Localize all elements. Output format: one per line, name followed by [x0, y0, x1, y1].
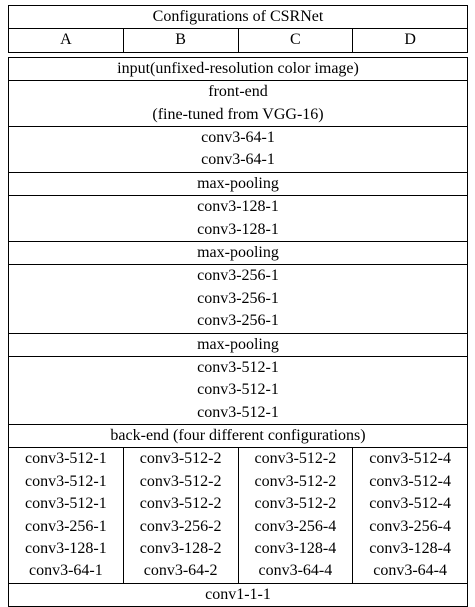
backend-columns-row: conv3-512-1 conv3-512-1 conv3-512-1 conv3-2… — [8, 447, 468, 584]
table-title: Configurations of CSRNet — [8, 4, 468, 30]
frontend-title-line: front-end — [208, 83, 268, 101]
layer-label: conv3-64-1 — [28, 562, 103, 580]
table-body: Configurations of CSRNet A B C D input(u… — [8, 4, 468, 607]
conv-block-cell: conv3-512-1 conv3-512-1 conv3-512-1 — [8, 355, 468, 426]
layer-label: conv3-512-1 — [24, 450, 107, 468]
layer-label: max-pooling — [197, 174, 279, 192]
layer-label: conv3-256-4 — [254, 517, 337, 535]
conv-block-cell: conv3-64-1 conv3-64-1 — [8, 126, 468, 173]
layer-label: conv3-64-1 — [201, 129, 275, 146]
layer-label: conv3-512-1 — [24, 472, 107, 490]
frontend-block-row: max-pooling — [8, 240, 468, 266]
layer-label: conv3-128-1 — [197, 198, 279, 216]
layer-label: max-pooling — [197, 335, 279, 353]
backend-title-cell: back-end (four different configurations) — [8, 424, 468, 449]
layer-label: conv3-512-1 — [24, 495, 107, 513]
layer-label: conv3-512-1 — [197, 381, 279, 399]
frontend-block-row: conv3-64-1 conv3-64-1 — [8, 126, 468, 173]
column-header-b: B — [122, 28, 239, 53]
layer-label: conv3-64-4 — [373, 562, 447, 580]
backend-column-d: conv3-512-4 conv3-512-4 conv3-512-4 conv3-2… — [352, 447, 468, 584]
layer-label: conv3-512-2 — [254, 472, 337, 490]
frontend-block-row: conv3-256-1 conv3-256-1 conv3-256-1 — [8, 264, 468, 334]
frontend-block-row: max-pooling — [8, 332, 468, 357]
layer-label: conv3-512-2 — [254, 450, 337, 468]
output-row: conv1-1-1 — [8, 582, 468, 607]
layer-label: conv3-256-1 — [197, 289, 279, 307]
output-cell: conv1-1-1 — [8, 582, 468, 607]
backend-column-a: conv3-512-1 conv3-512-1 conv3-512-1 conv3-2… — [8, 447, 124, 584]
column-header-d: D — [352, 28, 468, 53]
layer-label: conv3-256-1 — [197, 312, 279, 330]
column-header-a: A — [8, 28, 124, 53]
backend-column-c: conv3-512-2 conv3-512-2 conv3-512-2 conv3-2… — [237, 447, 354, 584]
column-header-row: A B C D — [8, 28, 468, 53]
column-header-c: C — [237, 28, 354, 53]
layer-label: max-pooling — [197, 243, 279, 261]
conv-block-cell: conv3-128-1 conv3-128-1 — [8, 195, 468, 242]
layer-label: conv3-64-1 — [201, 151, 275, 169]
frontend-block-row: conv3-128-1 conv3-128-1 — [8, 195, 468, 242]
layer-label: conv3-128-1 — [197, 220, 279, 238]
backend-title-row: back-end (four different configurations) — [8, 424, 468, 449]
layer-label: conv3-64-4 — [258, 562, 333, 580]
layer-label: conv3-64-2 — [143, 562, 218, 580]
frontend-block-row: max-pooling — [8, 171, 468, 197]
layer-label: conv3-512-2 — [254, 495, 337, 513]
max-pooling-cell: max-pooling — [8, 171, 468, 197]
title-row: Configurations of CSRNet — [8, 4, 468, 30]
layer-label: conv3-512-2 — [139, 495, 222, 513]
layer-label: conv3-512-4 — [369, 495, 451, 513]
layer-label: conv3-256-4 — [369, 517, 451, 535]
max-pooling-cell: max-pooling — [8, 332, 468, 357]
max-pooling-cell: max-pooling — [8, 240, 468, 266]
frontend-title-cell: front-end (fine-tuned from VGG-16) — [8, 80, 468, 127]
layer-label: conv3-512-2 — [139, 472, 222, 490]
layer-label: conv3-512-4 — [369, 472, 451, 490]
layer-label: conv3-256-1 — [197, 267, 279, 285]
conv-block-cell: conv3-256-1 conv3-256-1 conv3-256-1 — [8, 264, 468, 334]
layer-label: conv3-128-1 — [24, 540, 107, 558]
backend-column-b: conv3-512-2 conv3-512-2 conv3-512-2 conv3-2… — [122, 447, 239, 584]
layer-label: conv3-128-4 — [254, 540, 337, 558]
input-cell: input(unfixed-resolution color image) — [8, 56, 468, 82]
layer-label: conv3-512-4 — [369, 450, 451, 468]
layer-label: conv3-256-2 — [139, 517, 222, 535]
layer-label: conv3-512-1 — [197, 358, 279, 376]
input-row: input(unfixed-resolution color image) — [8, 56, 468, 82]
layer-label: conv3-128-2 — [139, 540, 222, 558]
layer-label: conv3-512-1 — [197, 403, 279, 421]
layer-label: conv3-128-4 — [369, 540, 451, 558]
frontend-block-row: conv3-512-1 conv3-512-1 conv3-512-1 — [8, 355, 468, 426]
frontend-title-row: front-end (fine-tuned from VGG-16) — [8, 80, 468, 127]
csrnet-configurations-table: Configurations of CSRNet A B C D input(u… — [8, 4, 468, 607]
frontend-subtitle-line: (fine-tuned from VGG-16) — [152, 105, 324, 123]
layer-label: conv3-256-1 — [24, 517, 107, 535]
layer-label: conv3-512-2 — [139, 450, 222, 468]
